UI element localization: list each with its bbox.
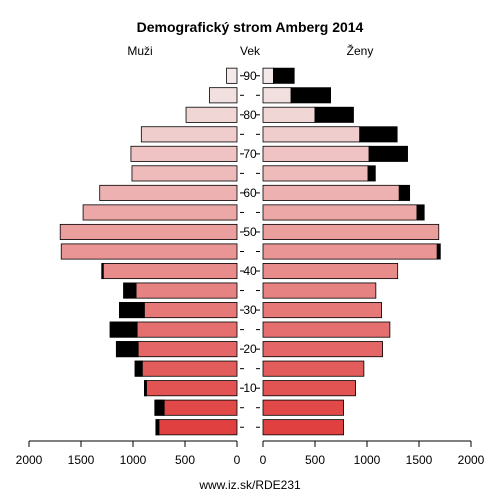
women-label: Ženy [347, 43, 374, 58]
bar-women [262, 223, 440, 240]
bar-men-excess [101, 263, 104, 280]
bar-men [144, 380, 238, 397]
bar-women [262, 419, 344, 436]
bar-men-excess [144, 380, 147, 397]
bar-women [262, 380, 356, 397]
bar-women [262, 165, 369, 182]
bar-women-excess [367, 165, 376, 182]
bar-men [185, 106, 238, 123]
bar-men [154, 399, 238, 416]
bar-men-excess [115, 341, 139, 358]
bar-men-excess [154, 399, 165, 416]
age-tick-label: 40 [243, 264, 257, 278]
bar-women [262, 243, 438, 260]
x-tick-label-men: 0 [234, 453, 241, 467]
bar-men [140, 126, 238, 143]
source-label: www.iz.sk/RDE231 [198, 478, 301, 492]
bar-men [131, 165, 238, 182]
bar-women [262, 302, 382, 319]
bar-men [99, 184, 238, 201]
bar-women-excess [314, 106, 354, 123]
bar-women [262, 399, 344, 416]
plot-area: 10 20 30 40 50 60 70 80 90 2000 1500 1000 500 0 0 500 10… [16, 67, 485, 467]
bar-women [262, 204, 418, 221]
bar-men [59, 223, 238, 240]
bar-men-excess [109, 321, 138, 338]
x-tick-label-women: 2000 [458, 453, 485, 467]
bar-women [262, 106, 316, 123]
age-tick-label: 70 [243, 147, 257, 161]
bar-women [262, 145, 370, 162]
bar-women [262, 341, 383, 358]
age-tick-label: 90 [243, 69, 257, 83]
bar-women [262, 321, 391, 338]
x-tick-label-men: 1000 [120, 453, 147, 467]
x-tick-label-men: 1500 [68, 453, 95, 467]
bar-men-excess [119, 302, 145, 319]
bar-women-excess [359, 126, 398, 143]
bar-women-excess [416, 204, 425, 221]
bar-men-excess [134, 360, 143, 377]
age-tick-label: 80 [243, 108, 257, 122]
x-tick-label-women: 1000 [354, 453, 381, 467]
bar-women [262, 184, 400, 201]
bar-women-excess [436, 243, 441, 260]
age-tick-label: 30 [243, 303, 257, 317]
age-tick-label: 10 [243, 381, 257, 395]
bar-men [101, 263, 238, 280]
age-tick-label: 50 [243, 225, 257, 239]
bar-women [262, 282, 377, 299]
bar-men [82, 204, 238, 221]
bar-women-excess [272, 67, 295, 84]
bar-women-excess [290, 87, 331, 104]
bar-men [123, 282, 238, 299]
bar-women-excess [368, 145, 408, 162]
bar-women [262, 263, 399, 280]
chart-title: Demografický strom Amberg 2014 [137, 19, 364, 35]
x-tick-label-men: 500 [175, 453, 195, 467]
age-tick-label: 60 [243, 186, 257, 200]
age-label: Vek [240, 44, 261, 58]
age-tick-label: 20 [243, 342, 257, 356]
x-tick-label-men: 2000 [16, 453, 43, 467]
bar-men [155, 419, 238, 436]
bar-women [262, 67, 274, 84]
x-tick-label-women: 1500 [406, 453, 433, 467]
bar-men-excess [155, 419, 160, 436]
bar-men [60, 243, 238, 260]
bar-women [262, 87, 292, 104]
men-label: Muži [127, 44, 152, 58]
bar-men [209, 87, 238, 104]
bar-men [134, 360, 238, 377]
bar-women [262, 360, 365, 377]
bar-women [262, 126, 361, 143]
bar-men-excess [123, 282, 137, 299]
x-tick-label-women: 500 [305, 453, 325, 467]
bar-men [130, 145, 238, 162]
bar-men [226, 67, 238, 84]
bar-women-excess [398, 184, 411, 201]
x-tick-label-women: 0 [260, 453, 267, 467]
